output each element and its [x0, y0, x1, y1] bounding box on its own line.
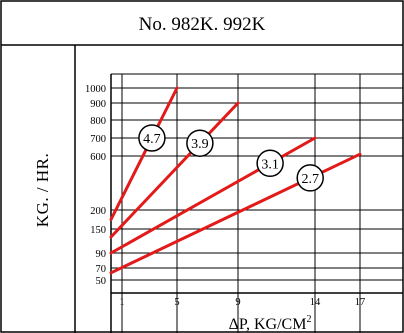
series-label-circle [138, 124, 166, 152]
series-label-circle [256, 149, 284, 178]
y-tick-label: 600 [90, 152, 106, 163]
series-label-text: 4.7 [143, 132, 161, 147]
series-line-4-7 [109, 86, 179, 221]
x-tick-label: 17 [355, 297, 366, 308]
series-label-4-7: 4.7 [138, 124, 166, 152]
x-tick-label: 9 [235, 297, 240, 308]
y-tick-label: 200 [90, 206, 106, 217]
x-tick-label: 14 [310, 297, 321, 308]
x-tick-label: 1 [119, 297, 124, 308]
x-axis-label-superscript: 2 [306, 314, 311, 325]
series-label-3-1: 3.1 [256, 149, 284, 178]
x-tick-label: 5 [174, 297, 179, 308]
series-label-text: 2.7 [301, 172, 319, 187]
y-tick-label: 70 [96, 264, 107, 275]
y-tick-label: 1000 [85, 84, 106, 95]
series-label-text: 3.1 [261, 157, 279, 172]
x-axis-label: ΔP, KG/CM2 [229, 314, 312, 333]
y-axis-label: KG. / HR. [33, 153, 52, 227]
series-labels: 4.7 3.9 3.1 2.7 [138, 124, 324, 192]
y-tick-label: 700 [90, 134, 106, 145]
series-label-2-7: 2.7 [296, 164, 324, 192]
series-label-circle [296, 164, 324, 192]
series-line-3-9 [109, 101, 240, 239]
y-tick-label: 50 [96, 276, 107, 287]
x-axis-label-main: ΔP, KG/CM [229, 316, 307, 333]
chart-title: No. 982K. 992K [139, 14, 266, 35]
y-tick-label: 150 [90, 225, 106, 236]
series-label-circle [186, 129, 214, 157]
series-label-3-9: 3.9 [186, 129, 214, 157]
y-tick-label: 90 [96, 249, 107, 260]
y-tick-label: 900 [90, 99, 106, 110]
y-tick-label: 800 [90, 116, 106, 127]
series-label-text: 3.9 [191, 137, 209, 152]
